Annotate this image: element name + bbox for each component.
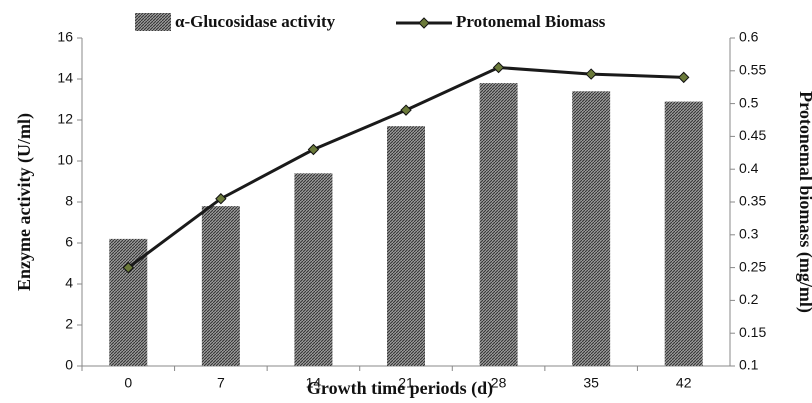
bar bbox=[572, 91, 611, 367]
point bbox=[307, 143, 320, 156]
point bbox=[215, 193, 227, 205]
y2-axis-label: Protonemal biomass (mg/ml) bbox=[795, 91, 812, 313]
bar bbox=[201, 206, 240, 366]
y-tick-label: 16 bbox=[57, 29, 73, 45]
y2-tick-label: 0.2 bbox=[739, 291, 759, 307]
y2-tick-label: 0.3 bbox=[739, 226, 759, 242]
y-tick-label: 10 bbox=[57, 152, 73, 168]
y-axis-label: Enzyme activity (U/ml) bbox=[14, 113, 35, 291]
x-tick-label: 35 bbox=[583, 375, 599, 391]
y-tick-label: 6 bbox=[65, 234, 73, 250]
y2-tick-label: 0.45 bbox=[739, 127, 766, 143]
bar bbox=[387, 126, 425, 367]
y2-tick-label: 0.15 bbox=[739, 324, 766, 340]
legend-label: Protonemal Biomass bbox=[456, 12, 606, 31]
point bbox=[400, 104, 412, 116]
x-tick-label: 0 bbox=[124, 375, 132, 391]
y2-tick-label: 0.35 bbox=[739, 193, 766, 209]
bar bbox=[294, 173, 333, 366]
bar bbox=[479, 83, 518, 366]
x-axis-label: Growth time periods (d) bbox=[307, 378, 493, 399]
x-tick-label: 28 bbox=[491, 375, 507, 391]
y2-tick-label: 0.25 bbox=[739, 258, 766, 274]
point bbox=[492, 61, 505, 74]
y2-tick-label: 0.1 bbox=[739, 357, 759, 373]
y-tick-label: 14 bbox=[57, 70, 73, 86]
y2-tick-label: 0.5 bbox=[739, 94, 759, 110]
x-tick-label: 14 bbox=[306, 375, 322, 391]
point bbox=[678, 71, 690, 84]
x-tick-label: 42 bbox=[676, 375, 692, 391]
y2-tick-label: 0.55 bbox=[739, 62, 766, 78]
x-tick-label: 7 bbox=[217, 375, 225, 391]
bar bbox=[664, 101, 703, 367]
legend-marker bbox=[418, 17, 430, 29]
legend-swatch bbox=[135, 13, 171, 31]
legend-label: α-Glucosidase activity bbox=[175, 12, 336, 31]
point bbox=[585, 68, 597, 80]
y2-tick-label: 0.6 bbox=[739, 29, 759, 45]
point bbox=[122, 261, 134, 274]
y-tick-label: 0 bbox=[65, 357, 73, 373]
bar bbox=[109, 238, 148, 366]
y-tick-label: 4 bbox=[65, 275, 73, 291]
x-tick-label: 21 bbox=[398, 375, 414, 391]
y-tick-label: 2 bbox=[65, 316, 73, 332]
y-tick-label: 12 bbox=[57, 111, 73, 127]
y-tick-label: 8 bbox=[65, 193, 73, 209]
y2-tick-label: 0.4 bbox=[739, 160, 759, 176]
